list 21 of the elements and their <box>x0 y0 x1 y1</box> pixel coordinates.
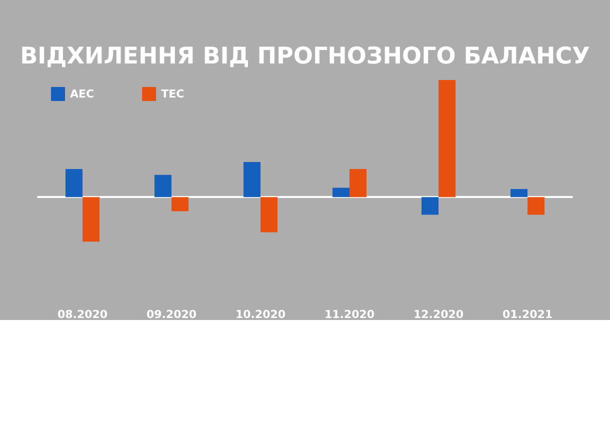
x-tick-label: 09.2020 <box>146 308 197 321</box>
bar <box>438 80 456 198</box>
bar <box>332 188 350 198</box>
chart-title: ВІДХИЛЕННЯ ВІД ПРОГНОЗНОГО БАЛАНСУ <box>20 44 590 70</box>
legend-label: АЕС <box>70 88 94 100</box>
x-tick-label: 12.2020 <box>413 308 464 321</box>
bar <box>528 197 544 215</box>
bar <box>172 197 188 212</box>
bar <box>244 162 260 198</box>
bar <box>82 197 100 242</box>
x-tick-label: 11.2020 <box>324 308 375 321</box>
bar <box>260 197 278 232</box>
x-tick-label: 10.2020 <box>235 308 286 321</box>
bar <box>422 197 438 215</box>
bar <box>66 169 82 198</box>
bar <box>510 188 528 198</box>
bar <box>154 174 172 198</box>
bar <box>350 169 366 198</box>
x-tick-label: 08.2020 <box>57 308 108 321</box>
x-tick-label: 01.2021 <box>502 308 553 321</box>
legend-label: ТЕС <box>161 88 184 100</box>
